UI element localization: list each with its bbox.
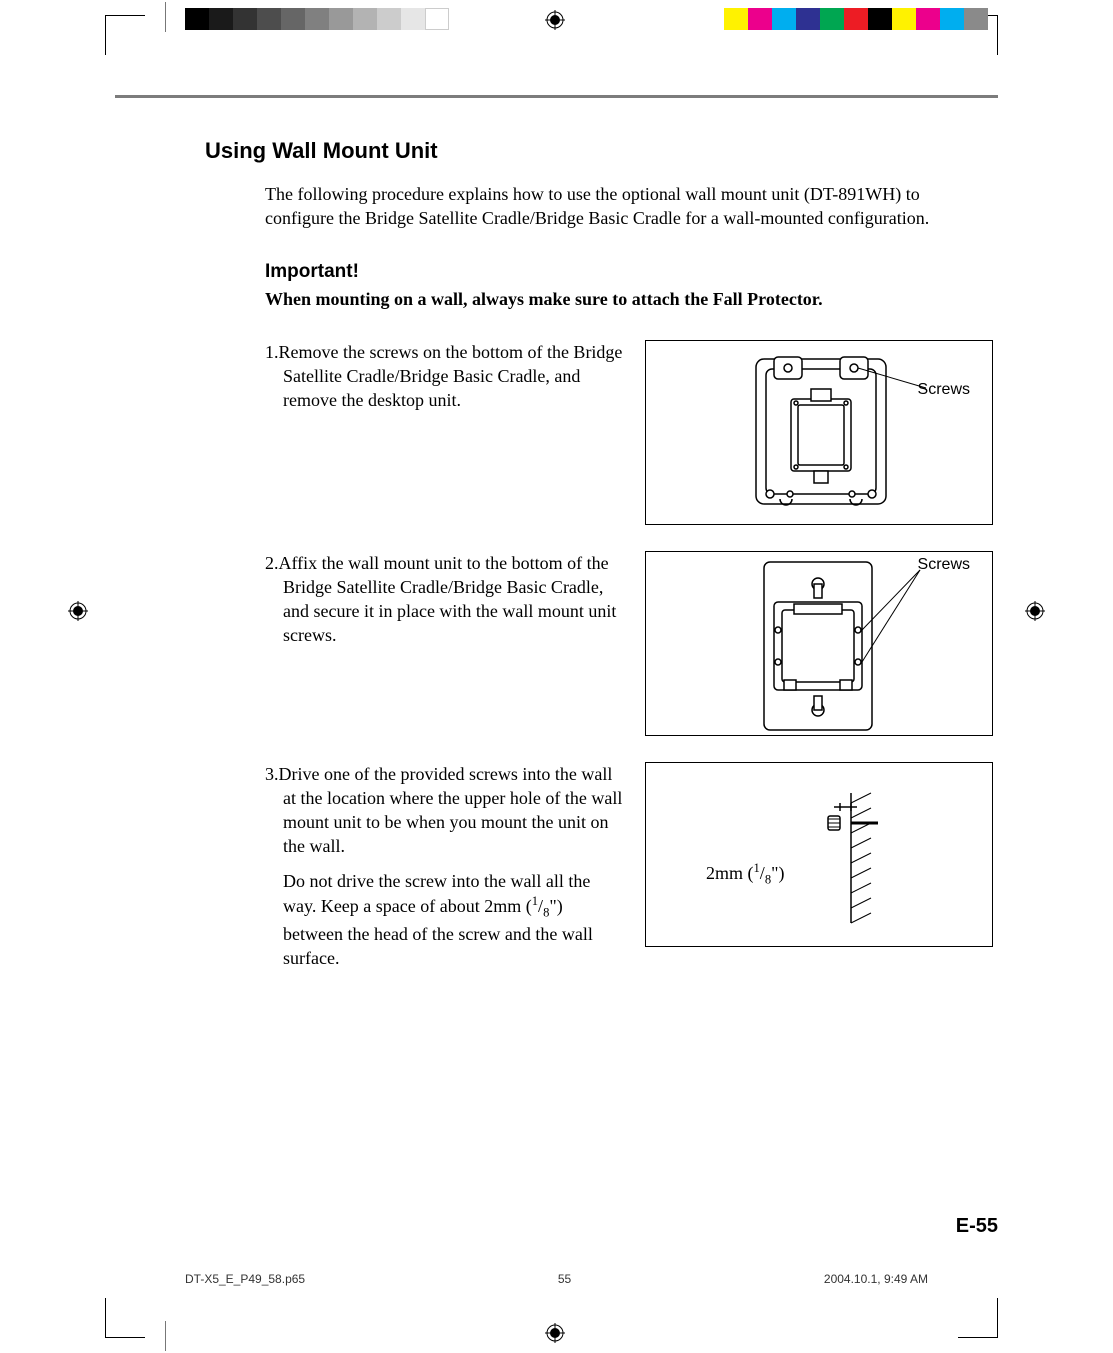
registration-mark-bottom [545, 1323, 565, 1343]
step-3-figure: 2mm (1/8") [645, 762, 993, 947]
step-2: 2.Affix the wall mount unit to the botto… [265, 551, 993, 736]
header-rule [115, 95, 998, 98]
figure-2-label: Screws [918, 556, 970, 574]
crop-mark-bl [105, 1298, 145, 1338]
figure-1-svg [646, 341, 992, 524]
step-3: 3.Drive one of the provided screws into … [265, 762, 993, 981]
top-crop-area [0, 0, 1113, 55]
step-1-text: 1.Remove the screws on the bottom of the… [265, 340, 627, 423]
imprint-page: 55 [558, 1272, 571, 1286]
bottom-crop-area [0, 1298, 1113, 1353]
important-text: When mounting on a wall, always make sur… [265, 289, 993, 310]
step-3-body: Drive one of the provided screws into th… [279, 764, 623, 857]
vline-bot [165, 1321, 166, 1351]
color-calibration-bar [724, 8, 988, 30]
figure-2-svg [646, 552, 992, 735]
footer-imprint: DT-X5_E_P49_58.p65 55 2004.10.1, 9:49 AM [115, 1272, 998, 1286]
figure-3-caption: 2mm (1/8") [706, 861, 784, 888]
page-number: E-55 [956, 1215, 998, 1238]
registration-mark-right [1025, 601, 1045, 621]
step-2-body: Affix the wall mount unit to the bottom … [279, 553, 617, 646]
step-2-text: 2.Affix the wall mount unit to the botto… [265, 551, 627, 658]
step-3-num: 3. [265, 764, 279, 784]
figure-3-svg [646, 763, 992, 946]
step-1-num: 1. [265, 342, 279, 362]
imprint-datetime: 2004.10.1, 9:49 AM [824, 1272, 928, 1286]
step-3-text: 3.Drive one of the provided screws into … [265, 762, 627, 981]
step-2-num: 2. [265, 553, 279, 573]
step-3-body-2: Do not drive the screw into the wall all… [265, 869, 627, 970]
step-1: 1.Remove the screws on the bottom of the… [265, 340, 993, 525]
registration-mark-left [68, 601, 88, 621]
imprint-file: DT-X5_E_P49_58.p65 [185, 1272, 305, 1286]
vline-top [165, 2, 166, 32]
intro-paragraph: The following procedure explains how to … [265, 182, 993, 231]
crop-mark-tl [105, 15, 145, 55]
registration-mark-top [545, 10, 565, 30]
gray-calibration-bar [185, 8, 449, 30]
step-2-figure: Screws [645, 551, 993, 736]
crop-mark-br [958, 1298, 998, 1338]
section-title: Using Wall Mount Unit [205, 138, 993, 164]
step-1-body: Remove the screws on the bottom of the B… [279, 342, 623, 411]
figure-1-label: Screws [918, 381, 970, 399]
step-1-figure: Screws [645, 340, 993, 525]
page-frame: Using Wall Mount Unit The following proc… [115, 95, 998, 1298]
important-label: Important! [265, 261, 993, 283]
